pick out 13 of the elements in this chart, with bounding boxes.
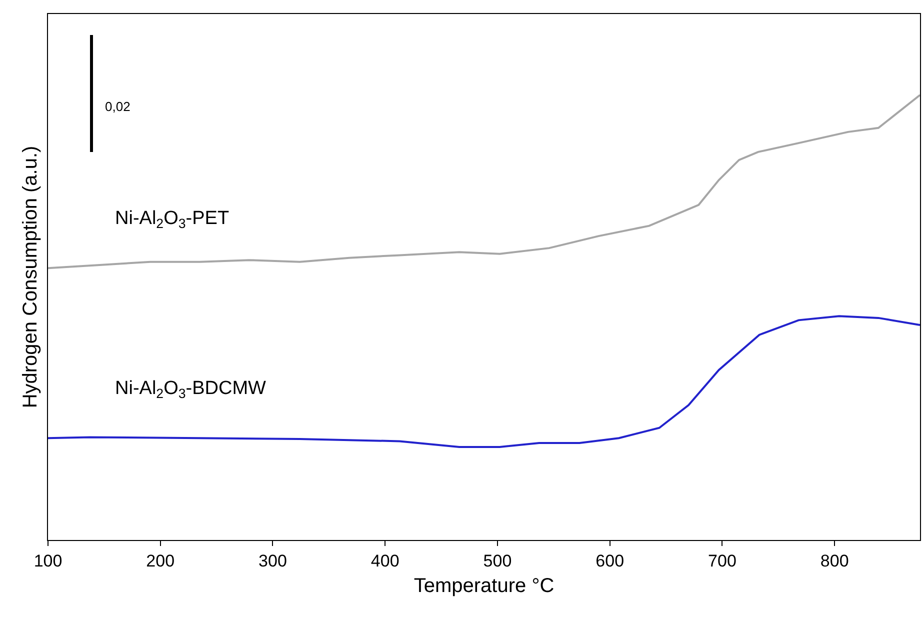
x-tick-label: 500 [483, 551, 512, 570]
x-tick-label: 400 [370, 551, 400, 570]
x-tick-label: 600 [596, 551, 624, 570]
x-tick-label: 700 [708, 551, 736, 570]
series-label: Ni-Al$_{2}$O$_{3}$-BDCMW [115, 378, 266, 401]
series-label: Ni-Al$_{2}$O$_{3}$-PET [115, 208, 230, 231]
x-tick-label: 300 [258, 551, 287, 570]
y-axis-title: Hydrogen Consumption (a.u.) [20, 146, 42, 408]
x-axis-title: Temperature °C [414, 574, 554, 597]
x-tick-label: 200 [146, 551, 175, 570]
x-tick-label: 100 [34, 551, 62, 570]
x-tick-label: 800 [820, 551, 849, 570]
annotation: 0,02 [105, 99, 130, 114]
